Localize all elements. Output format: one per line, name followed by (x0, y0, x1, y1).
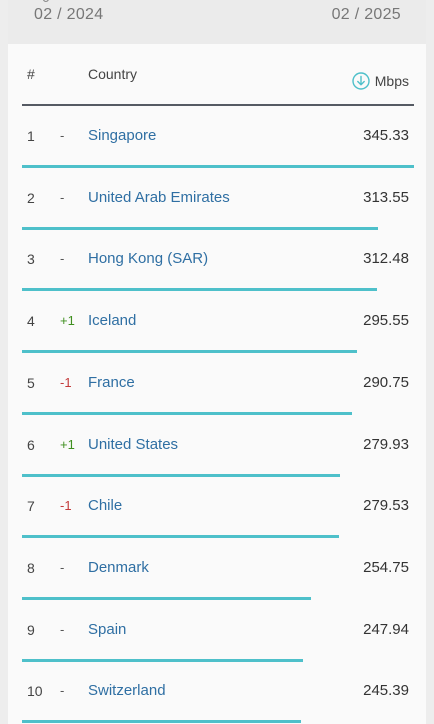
rank-change-cell: - (60, 683, 65, 699)
country-link[interactable]: Hong Kong (SAR) (88, 250, 209, 268)
slider-tick-label: 0 (42, 0, 50, 5)
rank-cell: 4 (27, 313, 35, 330)
table-row: 5 -1 France 290.75 (8, 353, 426, 415)
speed-bar (22, 535, 340, 539)
country-link[interactable]: Iceland (88, 312, 137, 330)
header-divider (22, 104, 414, 106)
speed-cell: 345.33 (363, 127, 409, 144)
rank-cell: 6 (27, 436, 35, 453)
rank-change-cell: - (60, 559, 65, 575)
download-circle-icon (352, 72, 370, 90)
speed-bar (22, 658, 304, 662)
rank-cell: 1 (27, 128, 35, 144)
rank-cell: 8 (27, 559, 35, 576)
mbps-column-header[interactable]: Mbps (352, 72, 409, 90)
table-row: 4 +1 Iceland 295.55 (8, 291, 426, 354)
rank-cell: 7 (27, 498, 35, 515)
rank-change-cell: +1 (60, 436, 75, 452)
country-link[interactable]: Spain (88, 620, 127, 638)
rank-cell: 2 (27, 189, 35, 206)
speed-bar (22, 288, 377, 292)
table-row: 8 - Denmark 254.75 (8, 538, 426, 600)
speed-cell: 279.53 (363, 497, 409, 515)
rank-change-cell: +1 (60, 313, 75, 329)
speed-cell: 313.55 (363, 188, 409, 206)
country-link[interactable]: Singapore (88, 127, 157, 144)
range-end-date: 02 / 2025 (331, 6, 401, 23)
date-range-slider[interactable]: 0 02 / 2024 02 / 2025 (8, 0, 426, 44)
rank-change-cell: -1 (60, 374, 72, 390)
table-row: 2 - United Arab Emirates 313.55 (8, 168, 426, 230)
speed-cell: 247.94 (363, 620, 409, 638)
speed-cell: 290.75 (363, 373, 409, 391)
table-row: 3 - Hong Kong (SAR) 312.48 (8, 229, 426, 292)
rank-change-cell: - (60, 621, 65, 637)
table-row: 1 - Singapore 345.33 (8, 106, 426, 168)
table-row: 6 +1 United States 279.93 (8, 415, 426, 477)
rank-cell: 3 (27, 251, 35, 268)
table-row: 10 - Switzerland 245.39 (8, 661, 426, 724)
rank-change-cell: - (60, 251, 65, 267)
speed-cell: 295.55 (363, 312, 409, 330)
speed-bar (22, 596, 312, 600)
country-link[interactable]: United Arab Emirates (88, 188, 230, 206)
speed-bar (22, 226, 378, 230)
speed-cell: 254.75 (363, 558, 409, 576)
country-link[interactable]: United States (88, 435, 179, 453)
speed-cell: 312.48 (363, 250, 409, 268)
rank-cell: 5 (27, 374, 35, 391)
mbps-label: Mbps (374, 73, 409, 89)
country-link[interactable]: France (88, 373, 135, 391)
rank-column-header: # (27, 66, 35, 82)
speed-bar (22, 350, 358, 354)
speed-cell: 245.39 (363, 682, 409, 700)
speed-bar (22, 411, 353, 415)
speed-bar (22, 473, 340, 477)
rank-cell: 10 (27, 683, 43, 700)
country-column-header: Country (88, 66, 138, 82)
rank-change-cell: -1 (60, 498, 72, 514)
country-link[interactable]: Chile (88, 497, 123, 515)
table-row: 9 - Spain 247.94 (8, 600, 426, 662)
speed-bar (22, 165, 414, 168)
range-start-date: 02 / 2024 (34, 6, 104, 23)
rank-cell: 9 (27, 621, 35, 638)
rank-change-cell: - (60, 189, 65, 205)
ranking-table: # Country Mbps 1 - Singapore 345.33 2 - United… (8, 44, 426, 724)
rank-change-cell: - (60, 128, 65, 143)
speed-bar (22, 720, 301, 724)
country-link[interactable]: Switzerland (88, 682, 166, 700)
table-row: 7 -1 Chile 279.53 (8, 476, 426, 539)
speed-cell: 279.93 (363, 435, 409, 453)
country-link[interactable]: Denmark (88, 558, 149, 576)
